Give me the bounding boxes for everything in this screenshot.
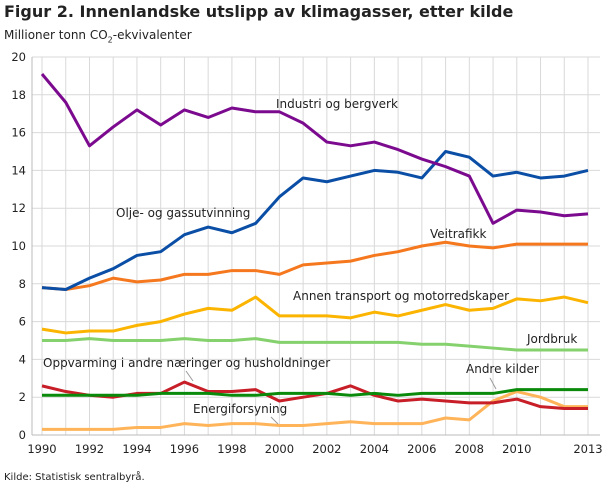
x-tick-label: 2006: [407, 442, 436, 456]
series-label: Olje- og gassutvinning: [116, 206, 250, 220]
series-line-5: [42, 388, 588, 397]
x-tick-label: 2010: [502, 442, 531, 456]
series-label: Andre kilder: [466, 362, 539, 376]
y-tick-label: 12: [11, 201, 26, 215]
x-tick-label: 1996: [170, 442, 199, 456]
y-axis-label: Millioner tonn CO2-ekvivalenter: [4, 28, 192, 44]
y-label-text: Millioner tonn CO: [4, 28, 108, 42]
x-tick-label: 1992: [75, 442, 104, 456]
x-tick-label: 2004: [360, 442, 389, 456]
leader-line: [270, 416, 279, 425]
series-line-7: [42, 390, 588, 431]
x-tick-label: 2002: [312, 442, 341, 456]
x-tick-label: 1994: [122, 442, 151, 456]
y-tick-label: 16: [11, 126, 26, 140]
chart-title: Figur 2. Innenlandske utslipp av klimaga…: [4, 2, 514, 21]
series-line-3: [41, 295, 589, 335]
y-tick-label: 0: [19, 428, 26, 442]
y-tick-label: 20: [11, 50, 26, 64]
x-tick-label: 2000: [265, 442, 294, 456]
source-note: Kilde: Statistisk sentralbyrå.: [4, 472, 145, 483]
series-label: Oppvarming i andre næringer og husholdni…: [43, 356, 330, 370]
series-label: Veitrafikk: [430, 227, 486, 241]
x-tick-label: 1990: [27, 442, 56, 456]
series-label: Industri og bergverk: [276, 97, 398, 111]
series-line-0: [40, 73, 589, 225]
y-tick-label: 8: [19, 277, 26, 291]
y-tick-label: 14: [11, 163, 26, 177]
leader-line: [489, 377, 497, 390]
series-line-1: [41, 150, 589, 291]
series-label: Annen transport og motorredskaper: [293, 289, 509, 303]
y-label-sub: 2: [107, 35, 113, 45]
series-line-4: [42, 337, 588, 352]
y-label-suffix: -ekvivalenter: [112, 28, 192, 42]
series-label: Energiforsyning: [193, 402, 287, 416]
y-tick-label: 4: [19, 352, 26, 366]
series-label: Jordbruk: [526, 332, 577, 346]
leader-line: [185, 370, 194, 382]
x-tick-label: 2013: [573, 442, 602, 456]
series-line-2: [41, 240, 588, 291]
x-tick-label: 2008: [455, 442, 484, 456]
x-tick-label: 1998: [217, 442, 246, 456]
y-tick-label: 6: [19, 315, 26, 329]
y-tick-label: 2: [19, 390, 26, 404]
y-tick-label: 10: [11, 239, 26, 253]
y-tick-label: 18: [11, 88, 26, 102]
